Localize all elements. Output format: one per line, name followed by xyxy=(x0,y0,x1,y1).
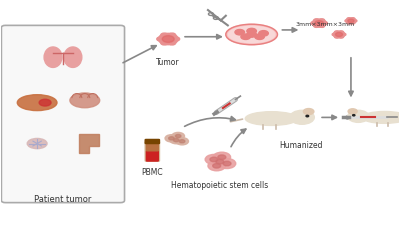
Circle shape xyxy=(218,159,236,169)
Text: Humanized: Humanized xyxy=(280,141,323,150)
Circle shape xyxy=(169,34,176,38)
Circle shape xyxy=(213,153,230,162)
Circle shape xyxy=(339,32,344,34)
Circle shape xyxy=(210,158,218,162)
Circle shape xyxy=(347,23,351,25)
Circle shape xyxy=(169,42,176,46)
Circle shape xyxy=(165,135,178,142)
Circle shape xyxy=(213,164,221,168)
Circle shape xyxy=(161,34,168,38)
Ellipse shape xyxy=(362,112,400,124)
Circle shape xyxy=(345,21,349,23)
Circle shape xyxy=(336,33,343,37)
Ellipse shape xyxy=(228,27,275,44)
Circle shape xyxy=(169,137,174,140)
Ellipse shape xyxy=(17,95,57,111)
Circle shape xyxy=(223,161,231,166)
Circle shape xyxy=(314,25,319,28)
Circle shape xyxy=(346,19,356,25)
FancyBboxPatch shape xyxy=(145,142,160,161)
Circle shape xyxy=(348,111,369,123)
Circle shape xyxy=(170,137,182,144)
Circle shape xyxy=(353,115,355,116)
Circle shape xyxy=(205,155,223,165)
Circle shape xyxy=(322,23,327,25)
Circle shape xyxy=(255,35,264,40)
Circle shape xyxy=(176,138,188,145)
Circle shape xyxy=(342,34,346,36)
Circle shape xyxy=(211,157,229,167)
Circle shape xyxy=(173,139,179,142)
Circle shape xyxy=(351,23,355,25)
Polygon shape xyxy=(79,135,99,153)
Circle shape xyxy=(334,32,339,34)
Circle shape xyxy=(247,29,256,35)
Text: Hematopoietic stem cells: Hematopoietic stem cells xyxy=(171,180,268,189)
Circle shape xyxy=(172,133,184,140)
Circle shape xyxy=(208,161,226,171)
Circle shape xyxy=(311,23,316,25)
Circle shape xyxy=(158,34,178,46)
Circle shape xyxy=(162,36,174,43)
Circle shape xyxy=(314,20,319,23)
FancyBboxPatch shape xyxy=(146,151,158,161)
FancyBboxPatch shape xyxy=(145,140,160,144)
Circle shape xyxy=(179,140,185,143)
Ellipse shape xyxy=(27,139,47,149)
Ellipse shape xyxy=(64,48,82,68)
Circle shape xyxy=(157,38,164,42)
Circle shape xyxy=(315,22,324,27)
Circle shape xyxy=(259,31,268,37)
Text: PBMC: PBMC xyxy=(142,168,163,177)
Circle shape xyxy=(290,111,314,125)
Circle shape xyxy=(333,32,345,39)
Circle shape xyxy=(332,34,336,36)
Circle shape xyxy=(334,36,339,39)
Circle shape xyxy=(247,33,256,38)
Circle shape xyxy=(173,38,180,42)
Ellipse shape xyxy=(70,94,100,108)
Circle shape xyxy=(351,19,355,21)
Ellipse shape xyxy=(44,48,62,68)
Circle shape xyxy=(320,25,324,28)
Text: Patient tumor: Patient tumor xyxy=(34,194,92,203)
Circle shape xyxy=(218,155,226,160)
Circle shape xyxy=(306,116,309,117)
Circle shape xyxy=(241,35,250,40)
FancyBboxPatch shape xyxy=(146,143,158,151)
Text: 3mm×3mm×3mm: 3mm×3mm×3mm xyxy=(295,22,354,27)
FancyBboxPatch shape xyxy=(1,26,124,203)
Circle shape xyxy=(161,42,168,46)
Circle shape xyxy=(175,135,181,138)
Circle shape xyxy=(339,36,344,39)
Text: Tumor: Tumor xyxy=(156,58,180,67)
Circle shape xyxy=(216,160,224,164)
Circle shape xyxy=(353,21,357,23)
Circle shape xyxy=(303,109,314,115)
Circle shape xyxy=(348,20,354,24)
Circle shape xyxy=(348,109,357,114)
Circle shape xyxy=(312,20,326,28)
Circle shape xyxy=(235,30,244,36)
Circle shape xyxy=(320,20,324,23)
Circle shape xyxy=(39,100,51,106)
Ellipse shape xyxy=(226,25,278,46)
Circle shape xyxy=(347,19,351,21)
Ellipse shape xyxy=(245,112,298,126)
